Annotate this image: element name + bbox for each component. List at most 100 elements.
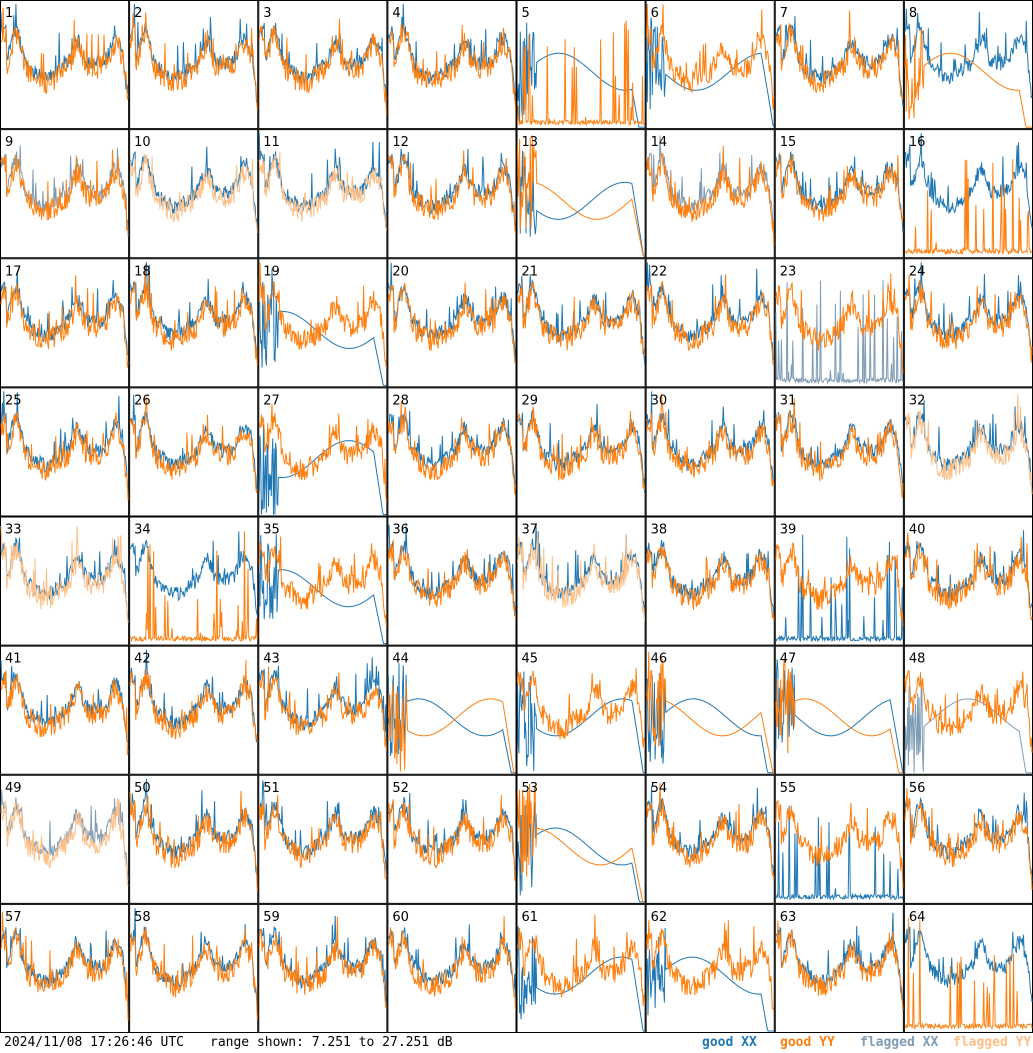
series-yy-line [646, 920, 775, 1012]
panel-4: 4 [387, 0, 517, 130]
panel-24: 24 [903, 258, 1033, 388]
panel-label: 62 [651, 910, 668, 925]
legend-flagged-xx: flagged XX [860, 1035, 939, 1050]
series-yy-line [646, 783, 775, 880]
series-yy-line [904, 918, 1033, 1031]
panel-13: 13 [516, 129, 646, 259]
panel-label: 64 [909, 910, 926, 925]
series-xx-line [129, 649, 258, 743]
series-yy-line [904, 669, 1033, 753]
panel-frame [645, 387, 775, 517]
series-yy-line [775, 10, 904, 100]
panel-label: 2 [134, 6, 142, 21]
panel-frame [0, 516, 130, 646]
panel-label: 10 [134, 135, 151, 150]
series-yy-line [387, 539, 516, 619]
panel-label: 14 [651, 135, 668, 150]
series-yy-line [258, 151, 387, 231]
panel-label: 47 [780, 652, 797, 667]
panel-label: 58 [134, 910, 151, 925]
series-yy-line [0, 149, 129, 231]
panel-frame [129, 0, 259, 130]
panel-label: 7 [780, 6, 788, 21]
series-yy-line [129, 396, 258, 494]
panel-label: 23 [780, 264, 797, 279]
panel-label: 25 [5, 393, 22, 408]
series-yy-line [775, 398, 904, 499]
panel-37: 37 [516, 516, 646, 646]
series-xx-line [387, 3, 516, 101]
legend-good-xx: good XX [702, 1035, 757, 1050]
panel-frame [516, 258, 646, 388]
series-xx-line [517, 150, 645, 257]
panel-frame [387, 0, 517, 130]
panel-frame [387, 774, 517, 904]
series-xx-line [517, 22, 645, 128]
series-yy-line [646, 651, 774, 774]
series-yy-line [129, 154, 258, 234]
panel-label: 17 [5, 264, 22, 279]
panel-label: 28 [392, 393, 409, 408]
panel-frame [0, 903, 130, 1033]
series-xx-line [517, 274, 646, 365]
panel-44: 44 [387, 645, 517, 775]
series-yy-line [0, 275, 129, 368]
series-yy-line [775, 273, 904, 374]
series-xx-line [646, 927, 774, 1032]
panel-frame [387, 645, 517, 775]
panel-61: 61 [516, 903, 646, 1033]
panel-label: 55 [780, 781, 797, 796]
panel-label: 37 [522, 523, 539, 538]
series-yy-line [775, 920, 904, 1010]
series-yy-line [904, 28, 1032, 128]
panel-frame [258, 258, 388, 388]
panel-9: 9 [0, 129, 130, 259]
panel-2: 2 [129, 0, 259, 130]
panel-frame [0, 645, 130, 775]
panel-frame [0, 258, 130, 388]
series-yy-line [775, 799, 904, 888]
panel-label: 51 [263, 781, 280, 796]
panel-34: 34 [129, 516, 259, 646]
panel-1: 1 [0, 0, 130, 130]
panel-31: 31 [774, 387, 904, 517]
panel-58: 58 [129, 903, 259, 1033]
panel-63: 63 [774, 903, 904, 1033]
panel-frame [516, 387, 646, 517]
panel-22: 22 [645, 258, 775, 388]
panel-frame [387, 516, 517, 646]
series-yy-line [387, 916, 516, 1011]
panel-6: 6 [645, 0, 775, 130]
series-yy-line [387, 401, 516, 495]
panel-label: 1 [5, 6, 13, 21]
series-yy-line [775, 542, 904, 627]
panel-label: 54 [651, 781, 668, 796]
panel-27: 27 [258, 387, 388, 517]
series-yy-line [258, 404, 387, 502]
panel-25: 25 [0, 387, 130, 517]
series-yy-line [517, 783, 645, 903]
panel-41: 41 [0, 645, 130, 775]
series-yy-line [387, 150, 516, 234]
panel-label: 18 [134, 264, 151, 279]
panel-label: 61 [522, 910, 539, 925]
series-yy-line [258, 666, 387, 752]
panel-frame [0, 774, 130, 904]
series-yy-line [517, 281, 646, 357]
panel-frame [774, 258, 904, 388]
panel-label: 3 [263, 6, 271, 21]
panel-frame [645, 258, 775, 388]
series-yy-line [517, 668, 646, 748]
panel-frame [129, 129, 259, 259]
panel-35: 35 [258, 516, 388, 646]
panel-label: 48 [909, 652, 926, 667]
series-xx-line [775, 279, 904, 385]
panel-frame [645, 516, 775, 646]
series-yy-line [775, 153, 904, 222]
series-yy-line [646, 274, 775, 365]
panel-label: 5 [522, 6, 530, 21]
panel-11: 11 [258, 129, 388, 259]
panel-label: 27 [263, 393, 280, 408]
panel-label: 16 [909, 135, 926, 150]
panel-frame [0, 129, 130, 259]
